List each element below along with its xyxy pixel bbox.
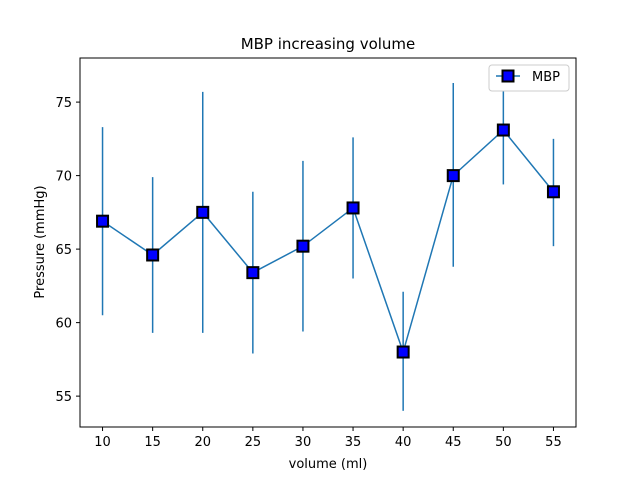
data-point	[546, 185, 560, 199]
data-point	[446, 169, 460, 183]
data-point	[296, 239, 310, 253]
chart-title: MBP increasing volume	[241, 35, 416, 53]
x-tick-label: 25	[245, 435, 262, 450]
data-point	[196, 205, 210, 219]
y-tick-label: 60	[55, 317, 72, 332]
data-point	[496, 123, 510, 137]
x-tick-label: 45	[445, 435, 462, 450]
x-tick-label: 30	[295, 435, 312, 450]
axes-frame	[79, 57, 577, 428]
y-tick-label: 55	[55, 390, 72, 405]
x-tick-label: 40	[395, 435, 412, 450]
x-tick-label: 10	[94, 435, 111, 450]
x-tick-label: 20	[194, 435, 211, 450]
legend: MBP	[488, 64, 570, 92]
x-axis-label: volume (ml)	[289, 457, 368, 472]
data-point	[396, 345, 410, 359]
y-axis-label: Pressure (mmHg)	[33, 185, 48, 298]
y-tick-label: 65	[55, 243, 72, 258]
y-tick-label: 75	[55, 96, 72, 111]
data-point	[346, 201, 360, 215]
x-tick-label: 35	[345, 435, 362, 450]
data-point	[246, 266, 260, 280]
data-point	[146, 248, 160, 262]
data-point	[96, 214, 110, 228]
legend-marker	[501, 69, 515, 83]
plot-area	[96, 72, 560, 411]
x-tick-label: 15	[144, 435, 161, 450]
series-line-mbp	[102, 128, 555, 355]
x-tick-label: 50	[495, 435, 512, 450]
y-tick-label: 70	[55, 170, 72, 185]
y-axis: 55 60 65 70 75	[55, 96, 80, 405]
x-axis: 10 15 20 25 30 35 40 45 50 55	[94, 427, 562, 450]
x-tick-label: 55	[545, 435, 562, 450]
legend-label-mbp: MBP	[532, 70, 560, 85]
